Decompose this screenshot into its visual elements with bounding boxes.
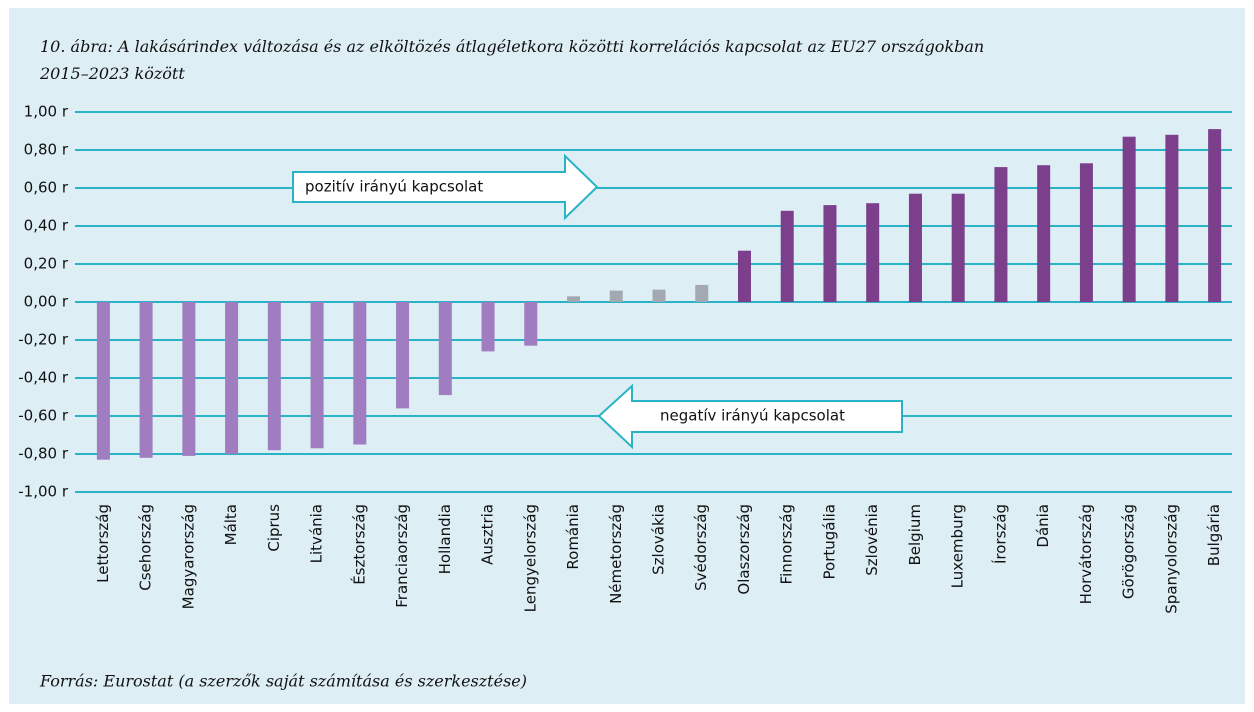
- background: [9, 8, 1245, 704]
- y-tick-label: 0,60 r: [24, 179, 69, 197]
- bar: [1079, 163, 1093, 302]
- bar: [695, 284, 709, 302]
- x-tick-label: Görögország: [1120, 504, 1138, 599]
- bar: [396, 302, 410, 409]
- bar: [1037, 165, 1051, 302]
- y-tick-label: 1,00 r: [24, 103, 69, 121]
- x-tick-label: Lettország: [94, 504, 112, 583]
- x-tick-label: Ausztria: [479, 504, 497, 565]
- y-tick-label: -0,60 r: [18, 407, 69, 425]
- x-tick-label: Dánia: [1034, 504, 1052, 548]
- x-tick-label: Lengyelország: [521, 504, 539, 612]
- x-tick-label: Luxemburg: [949, 504, 967, 588]
- bar: [994, 167, 1008, 302]
- x-tick-label: Finnország: [778, 504, 796, 584]
- bar: [310, 302, 324, 449]
- x-tick-label: Horvátország: [1077, 504, 1095, 604]
- bar: [567, 296, 581, 302]
- bar: [609, 290, 623, 302]
- bar: [524, 302, 538, 346]
- bar: [267, 302, 281, 451]
- arrow: [292, 153, 599, 221]
- bar: [225, 302, 239, 454]
- bar: [96, 302, 110, 460]
- bar: [353, 302, 367, 445]
- x-tick-label: Németország: [607, 504, 625, 604]
- y-tick-label: -1,00 r: [18, 483, 69, 501]
- x-tick-label: Szlovénia: [863, 504, 881, 576]
- annotation: pozitív irányú kapcsolat: [305, 178, 483, 196]
- x-tick-label: Litvánia: [308, 504, 326, 563]
- x-tick-label: Ciprus: [265, 504, 283, 552]
- bar: [481, 302, 495, 352]
- bar: [737, 250, 751, 302]
- x-tick-label: Svédország: [692, 504, 710, 591]
- x-tick-label: Észtország: [349, 504, 368, 585]
- x-tick-label: Szlovákia: [650, 504, 668, 575]
- bar: [139, 302, 153, 458]
- bar: [823, 205, 837, 302]
- x-tick-label: Belgium: [906, 504, 924, 566]
- x-tick-label: Spanyolország: [1162, 504, 1180, 614]
- y-tick-label: 0,80 r: [24, 141, 69, 159]
- annotation: negatív irányú kapcsolat: [660, 407, 845, 425]
- y-tick-label: 0,20 r: [24, 255, 69, 273]
- bar: [908, 193, 922, 302]
- x-tick-label: Magyarország: [179, 504, 197, 609]
- arrow: [597, 383, 903, 450]
- x-tick-label: Franciaország: [393, 504, 411, 608]
- x-tick-label: Csehország: [137, 504, 155, 591]
- y-tick-label: -0,80 r: [18, 445, 69, 463]
- bar: [951, 193, 965, 302]
- bar: [1208, 129, 1222, 302]
- bar: [1122, 136, 1136, 302]
- x-tick-label: Portugália: [820, 504, 838, 579]
- y-tick-label: -0,20 r: [18, 331, 69, 349]
- x-tick-label: Bulgária: [1205, 504, 1223, 566]
- bar: [866, 203, 880, 302]
- bar: [780, 210, 794, 302]
- bar: [438, 302, 452, 396]
- chart-title: 10. ábra: A lakásárindex változása és az…: [39, 37, 984, 83]
- x-tick-label: Románia: [564, 504, 582, 570]
- x-tick-label: Hollandia: [436, 504, 454, 574]
- y-tick-label: 0,00 r: [24, 293, 69, 311]
- source: Forrás: Eurostat (a szerzők saját számít…: [39, 672, 527, 691]
- y-tick-label: -0,40 r: [18, 369, 69, 387]
- x-tick-label: Olaszország: [735, 504, 753, 595]
- bar: [1165, 134, 1179, 302]
- bar: [182, 302, 196, 456]
- bar: [652, 289, 666, 302]
- x-tick-label: Írország: [990, 504, 1009, 564]
- y-tick-label: 0,40 r: [24, 217, 69, 235]
- x-tick-label: Málta: [222, 504, 240, 545]
